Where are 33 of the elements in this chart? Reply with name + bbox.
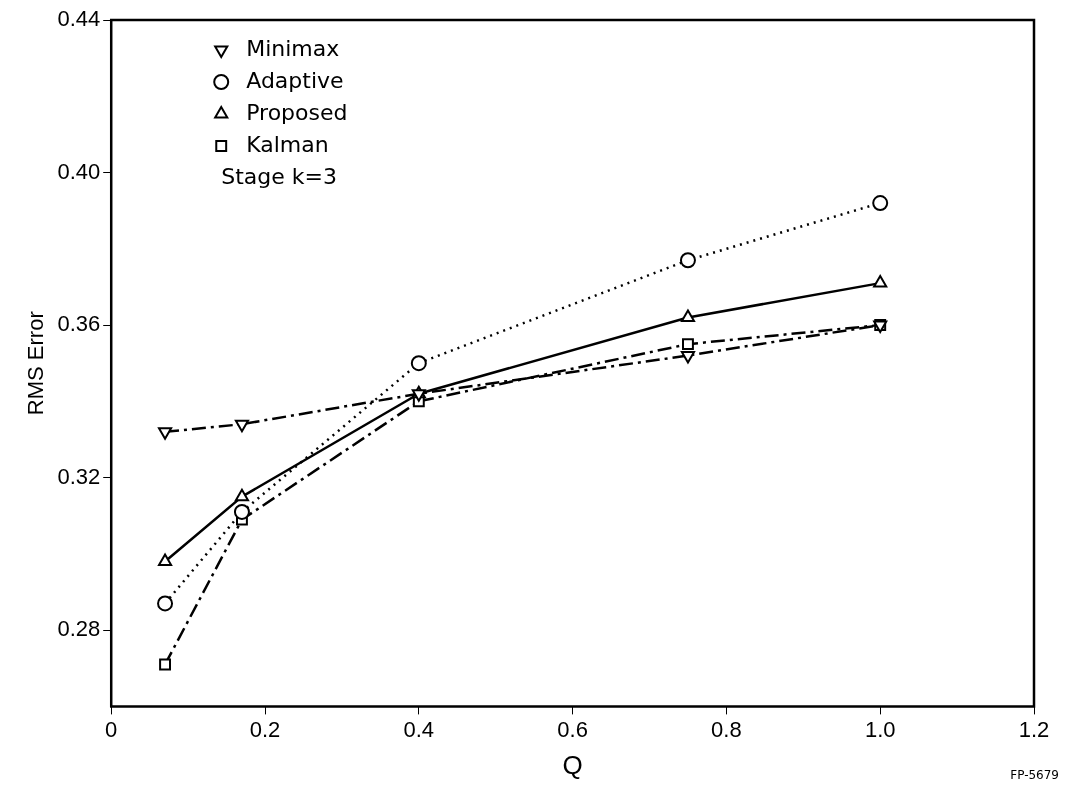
legend-label: Minimax — [246, 35, 340, 61]
point — [872, 195, 889, 212]
point — [157, 595, 174, 612]
point — [682, 338, 694, 351]
point — [157, 553, 173, 566]
legend-label: Kalman — [246, 131, 329, 157]
x-axis-title: Q — [562, 749, 583, 780]
x-tick-label: 0.8 — [711, 716, 742, 742]
x-tick-label: 0.2 — [249, 716, 281, 742]
annotation: Stage k=3 — [221, 163, 337, 189]
point — [234, 419, 250, 433]
x-tick-label: 0.6 — [557, 716, 588, 742]
x-tick-label: 0 — [105, 716, 118, 742]
y-tick-label: 0.28 — [57, 616, 101, 642]
point — [159, 658, 171, 671]
y-tick-label: 0.36 — [57, 311, 101, 337]
x-tick-label: 0.4 — [403, 716, 435, 742]
point — [234, 488, 250, 502]
point — [411, 389, 426, 402]
point — [410, 355, 427, 372]
y-tick-label: 0.44 — [57, 6, 101, 32]
point — [157, 427, 173, 440]
x-tick-label: 1.0 — [864, 716, 896, 742]
legend-label: Proposed — [246, 99, 348, 125]
y-tick-label: 0.32 — [57, 463, 101, 489]
text: FP-5679 — [1010, 768, 1059, 782]
x-tick-label: 1.2 — [1018, 716, 1050, 742]
point — [679, 252, 696, 269]
point — [680, 351, 696, 364]
y-tick-label: 0.40 — [57, 158, 101, 184]
point — [233, 503, 250, 520]
y-axis-title: RMS Error — [23, 311, 49, 416]
legend-label: Adaptive — [246, 67, 344, 93]
